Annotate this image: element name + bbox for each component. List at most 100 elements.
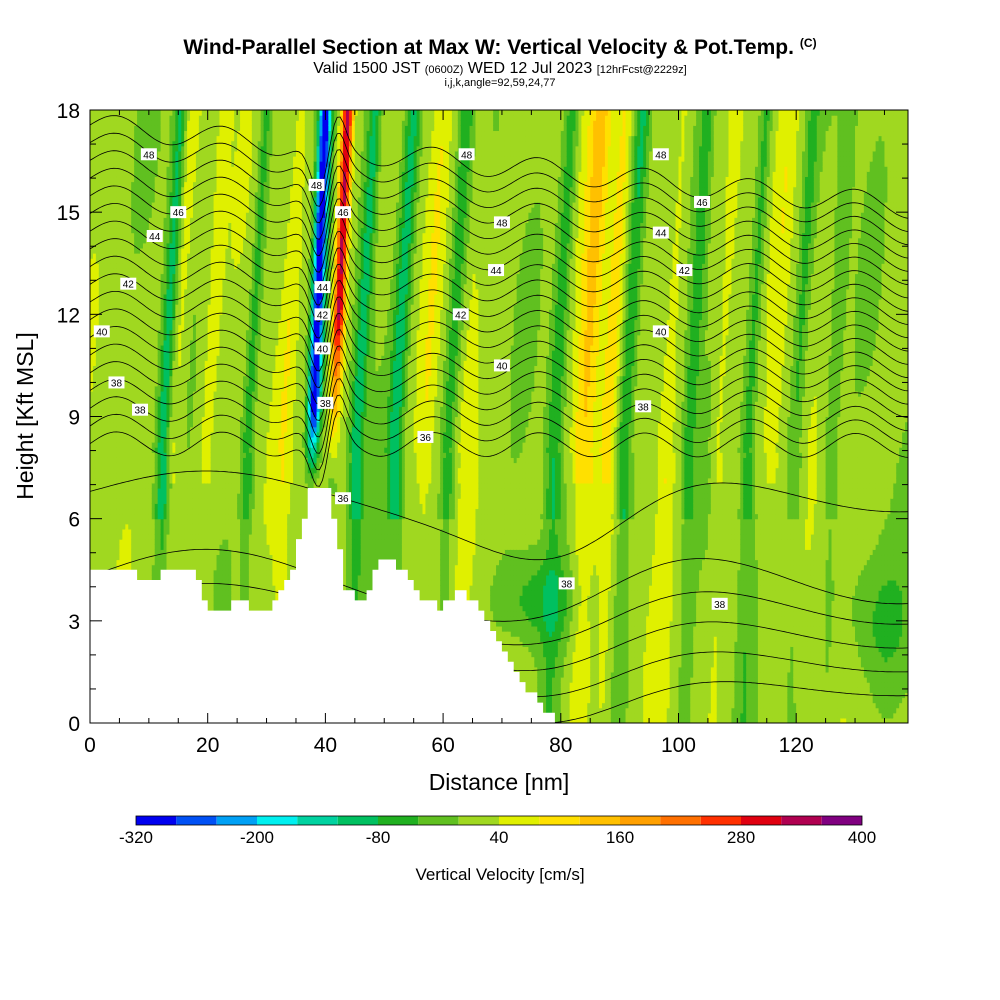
velocity-cell bbox=[98, 528, 103, 535]
velocity-cell bbox=[113, 528, 118, 535]
velocity-cell bbox=[107, 201, 112, 208]
velocity-cell bbox=[110, 278, 115, 285]
velocity-cell bbox=[110, 390, 115, 397]
velocity-cell bbox=[107, 549, 112, 556]
velocity-cell bbox=[98, 411, 103, 418]
velocity-cell bbox=[95, 350, 100, 356]
velocity-cell bbox=[110, 120, 115, 126]
velocity-cell bbox=[90, 140, 94, 147]
velocity-cell bbox=[95, 380, 100, 387]
velocity-cell bbox=[92, 488, 97, 494]
velocity-cell bbox=[95, 242, 100, 249]
velocity-cell bbox=[90, 145, 94, 152]
velocity-cell bbox=[107, 242, 112, 249]
velocity-cell bbox=[101, 304, 106, 310]
velocity-cell bbox=[92, 431, 97, 438]
velocity-cell bbox=[110, 564, 115, 571]
velocity-cell bbox=[95, 278, 100, 285]
velocity-cell bbox=[116, 110, 121, 116]
velocity-cell bbox=[104, 528, 109, 535]
valid-time: Valid 1500 JST bbox=[313, 60, 420, 77]
velocity-cell bbox=[104, 426, 109, 433]
velocity-cell bbox=[95, 232, 100, 239]
velocity-cell bbox=[90, 498, 94, 504]
velocity-cell bbox=[107, 217, 112, 223]
velocity-cell bbox=[113, 140, 118, 147]
velocity-cell bbox=[95, 559, 100, 566]
velocity-cell bbox=[95, 314, 100, 321]
velocity-cell bbox=[95, 201, 100, 208]
velocity-cell bbox=[101, 171, 106, 178]
velocity-cell bbox=[98, 385, 103, 392]
velocity-cell bbox=[95, 370, 100, 377]
velocity-cell bbox=[107, 258, 112, 264]
velocity-cell bbox=[95, 375, 100, 382]
velocity-cell bbox=[95, 436, 100, 443]
velocity-cell bbox=[95, 155, 100, 162]
velocity-cell bbox=[116, 196, 121, 203]
velocity-cell bbox=[92, 222, 97, 229]
velocity-cell bbox=[98, 319, 103, 326]
velocity-cell bbox=[110, 411, 115, 418]
velocity-cell bbox=[119, 293, 123, 300]
forecast-info: [12hrFcst@2229z] bbox=[597, 64, 687, 76]
velocity-cell bbox=[101, 421, 106, 428]
velocity-cell bbox=[92, 125, 97, 132]
velocity-cell bbox=[110, 150, 115, 157]
velocity-cell bbox=[110, 370, 115, 377]
velocity-cell bbox=[110, 227, 115, 234]
velocity-cell bbox=[98, 447, 103, 453]
velocity-cell bbox=[104, 217, 109, 223]
velocity-cell bbox=[90, 365, 94, 372]
velocity-cell bbox=[90, 247, 94, 254]
velocity-cell bbox=[101, 477, 106, 484]
velocity-cell bbox=[95, 426, 100, 433]
velocity-cell bbox=[119, 273, 123, 280]
velocity-cell bbox=[90, 314, 94, 321]
velocity-cell bbox=[116, 539, 121, 545]
velocity-cell bbox=[107, 421, 112, 428]
velocity-cell bbox=[110, 258, 115, 264]
velocity-cell bbox=[92, 273, 97, 280]
velocity-cell bbox=[107, 115, 112, 121]
velocity-cell bbox=[110, 334, 115, 341]
velocity-cell bbox=[101, 375, 106, 382]
velocity-cell bbox=[104, 549, 109, 556]
velocity-cell bbox=[119, 482, 123, 489]
velocity-cell bbox=[95, 518, 100, 525]
velocity-cell bbox=[95, 176, 100, 183]
velocity-cell bbox=[113, 324, 118, 331]
velocity-cell bbox=[110, 488, 115, 494]
velocity-cell bbox=[104, 493, 109, 499]
velocity-cell bbox=[113, 212, 118, 218]
velocity-cell bbox=[104, 293, 109, 300]
velocity-cell bbox=[98, 503, 103, 510]
velocity-cell bbox=[119, 263, 123, 269]
velocity-cell bbox=[110, 477, 115, 484]
velocity-cell bbox=[104, 258, 109, 264]
velocity-cell bbox=[92, 237, 97, 244]
velocity-cell bbox=[104, 518, 109, 525]
velocity-cell bbox=[98, 150, 103, 157]
velocity-cell bbox=[110, 242, 115, 249]
velocity-cell bbox=[92, 421, 97, 428]
velocity-cell bbox=[107, 120, 112, 126]
velocity-cell bbox=[107, 390, 112, 397]
velocity-cell bbox=[98, 498, 103, 504]
velocity-cell bbox=[98, 360, 103, 367]
velocity-cell bbox=[110, 401, 115, 407]
velocity-cell bbox=[104, 115, 109, 121]
velocity-cell bbox=[116, 528, 121, 535]
velocity-cell bbox=[116, 293, 121, 300]
velocity-cell bbox=[101, 191, 106, 198]
chart-subtitle: Valid 1500 JST (0600Z) WED 12 Jul 2023 [… bbox=[0, 60, 1000, 78]
velocity-cell bbox=[119, 155, 123, 162]
velocity-cell bbox=[113, 125, 118, 132]
velocity-cell bbox=[90, 559, 94, 566]
velocity-cell bbox=[90, 518, 94, 525]
velocity-cell bbox=[110, 135, 115, 142]
velocity-cell bbox=[116, 339, 121, 346]
velocity-cell bbox=[90, 457, 94, 464]
velocity-cell bbox=[95, 181, 100, 188]
velocity-cell bbox=[113, 416, 118, 423]
